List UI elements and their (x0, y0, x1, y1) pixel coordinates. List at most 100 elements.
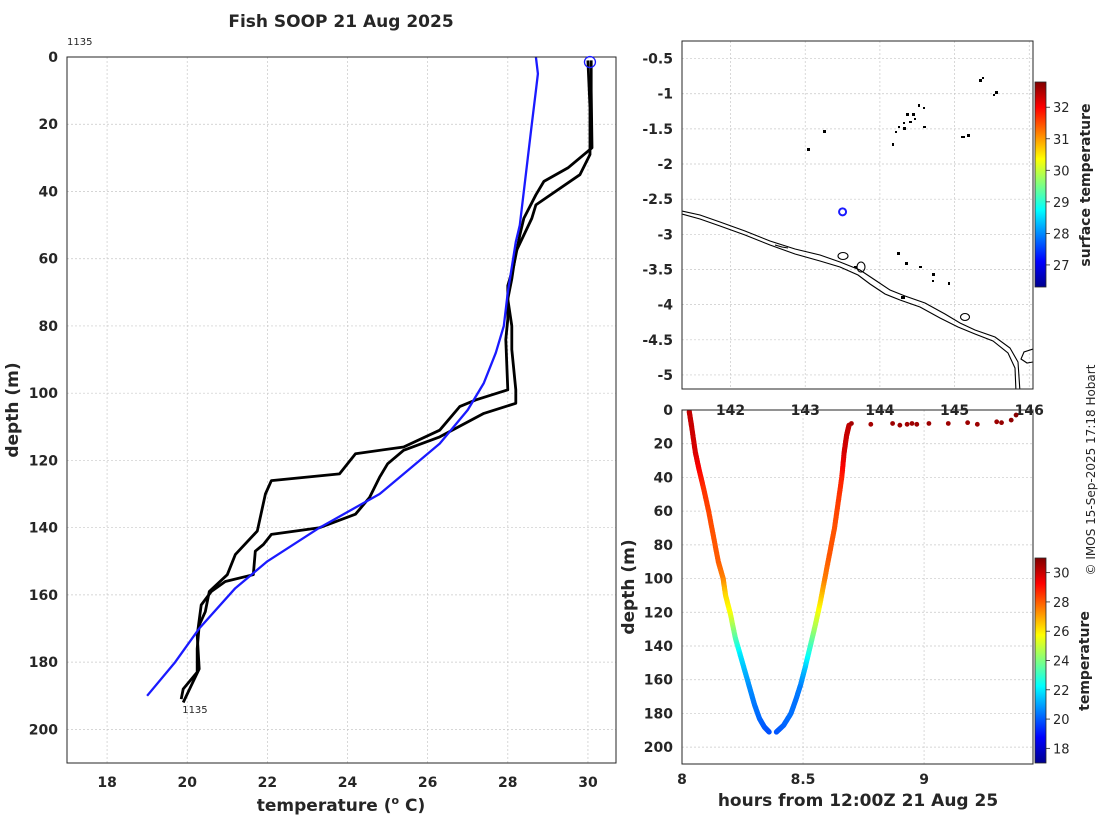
start-position-marker (583, 55, 597, 69)
temperature-colorbar-label: temperature (1077, 611, 1093, 711)
map-x-tick-label: 145 (940, 403, 969, 419)
map-y-tick-label: -4.5 (642, 333, 673, 349)
map-x-tick-label: 146 (1015, 403, 1044, 419)
island (903, 127, 906, 130)
island (961, 136, 965, 138)
section-y-tick-label: 180 (644, 706, 673, 722)
section-y-tick-label: 200 (644, 740, 673, 756)
island (892, 143, 894, 146)
map-x-tick-label: 142 (716, 403, 745, 419)
map-y-tick-label: -2 (657, 157, 673, 173)
profile-axes-box (66, 56, 617, 764)
profile-x-tick-label: 24 (338, 775, 358, 791)
surface-point (914, 421, 920, 427)
island (923, 107, 925, 109)
surface-point (849, 421, 854, 426)
island (995, 91, 998, 94)
island (903, 122, 905, 124)
section-y-tick-label: 0 (663, 403, 673, 419)
surface-temperature-colorbar-tick-label: 29 (1053, 196, 1070, 211)
profile-grid (67, 56, 616, 763)
island (932, 280, 934, 282)
section-y-tick-label: 20 (654, 437, 674, 453)
temperature-colorbar-tick-label: 24 (1053, 655, 1070, 670)
surface-point (994, 419, 1000, 425)
profile-x-tick-label: 30 (578, 775, 598, 791)
map-ticks: 142 143 144 145 146 -0.5 -1 -1.5 -2 -2.5 -3 -3.5 -4 -… (642, 52, 1044, 419)
descent-point (766, 729, 772, 735)
island (979, 79, 982, 82)
profile-y-tick-label: 0 (48, 50, 58, 66)
climatology-line (146, 57, 540, 697)
temperature-colorbar-ticks: 18 20 22 24 26 28 30 (1046, 567, 1070, 757)
surface-point (890, 421, 895, 426)
map-x-tick-label: 144 (865, 403, 894, 419)
surface-point (1008, 417, 1014, 423)
island (905, 262, 908, 265)
surface-point (897, 422, 903, 428)
section-points (686, 410, 1019, 735)
islands (807, 77, 998, 299)
island (932, 273, 935, 276)
surface-temperature-colorbar-tick-label: 27 (1053, 259, 1070, 274)
map-y-tick-label: -0.5 (642, 52, 673, 68)
coastline-island-3 (959, 312, 971, 322)
surface-point (974, 421, 980, 427)
surface-temperature-colorbar-label: surface temperature (1078, 103, 1094, 266)
island (901, 296, 905, 299)
profile-y-tick-label: 100 (29, 386, 58, 402)
profile-lines (146, 57, 594, 704)
section-panel: 8 8.5 9 0 20 40 60 80 100 120 140 160 180 200 hours f… (619, 403, 1093, 811)
surface-temperature-colorbar-tick-label: 31 (1053, 133, 1070, 148)
surface-point (1013, 412, 1019, 418)
section-x-tick-label: 9 (919, 772, 929, 788)
temperature-colorbar-tick-label: 18 (1053, 742, 1070, 757)
surface-point (904, 421, 910, 427)
profile-y-tick-label: 40 (39, 184, 59, 200)
map-y-tick-label: -5 (657, 368, 673, 384)
island (948, 282, 950, 285)
imos-credit: © IMOS 15-Sep-2025 17:18 Hobart (1084, 364, 1098, 575)
map-y-tick-label: -1 (657, 87, 673, 103)
section-x-axis-label: hours from 12:00Z 21 Aug 25 (718, 791, 998, 811)
surface-point (965, 420, 971, 426)
section-y-tick-label: 120 (644, 605, 673, 621)
island (993, 94, 995, 96)
profile-x-tick-label: 18 (97, 775, 116, 791)
surface-point (945, 421, 951, 426)
temperature-colorbar-tick-label: 26 (1053, 625, 1070, 640)
bottom-cast-label: 1135 (182, 705, 207, 716)
section-y-tick-label: 100 (644, 572, 673, 588)
section-y-tick-label: 80 (654, 538, 674, 554)
island (967, 134, 970, 137)
profile-x-tick-label: 22 (258, 775, 277, 791)
surface-point (999, 420, 1004, 426)
profile-panel: 18 20 22 24 26 28 30 0 20 40 60 80 100 120 140 160 180 20… (3, 12, 617, 816)
profile-y-tick-label: 120 (29, 453, 58, 469)
temperature-colorbar-tick-label: 30 (1053, 567, 1070, 582)
surface-temperature-colorbar-tick-label: 30 (1053, 164, 1070, 179)
map-axes-box (681, 40, 1034, 390)
map-y-tick-label: -1.5 (642, 122, 673, 138)
coastline-island-east (1020, 348, 1033, 364)
profile-y-tick-label: 80 (39, 319, 59, 335)
map-y-tick-label: -3 (657, 227, 673, 243)
profile-ticks: 18 20 22 24 26 28 30 0 20 40 60 80 100 120 140 160 180 20… (29, 50, 598, 791)
section-y-axis-label: depth (m) (619, 539, 639, 634)
temperature-colorbar-tick-label: 22 (1053, 684, 1070, 699)
island (918, 104, 920, 107)
coastline-inner (682, 213, 1017, 389)
section-y-tick-label: 60 (654, 504, 674, 520)
island (909, 121, 912, 123)
profile-x-tick-label: 20 (177, 775, 197, 791)
profile-line (181, 60, 592, 704)
island (895, 131, 897, 133)
island (807, 148, 810, 151)
profile-y-tick-label: 160 (29, 588, 58, 604)
island (898, 126, 900, 128)
coastline (682, 210, 1033, 389)
section-y-tick-label: 160 (644, 673, 673, 689)
profile-y-tick-label: 140 (29, 521, 58, 537)
section-y-tick-label: 40 (654, 470, 674, 486)
